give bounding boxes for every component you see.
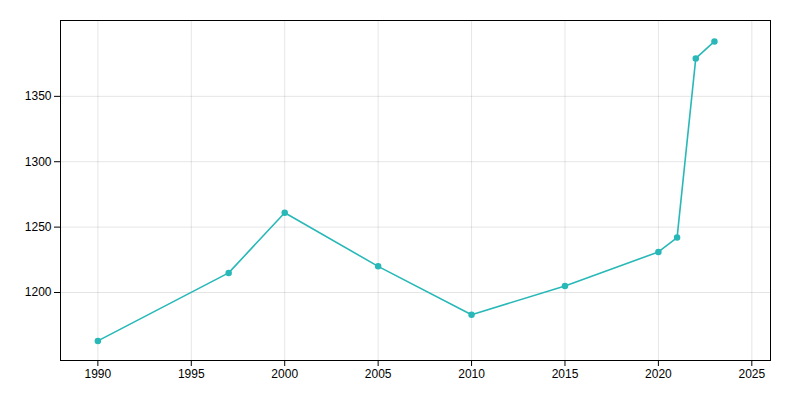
svg-text:2025: 2025 — [738, 367, 765, 381]
svg-text:2010: 2010 — [458, 367, 485, 381]
svg-text:1995: 1995 — [178, 367, 205, 381]
svg-text:2000: 2000 — [271, 367, 298, 381]
svg-text:1250: 1250 — [25, 220, 52, 234]
svg-text:2015: 2015 — [552, 367, 579, 381]
svg-text:2020: 2020 — [645, 367, 672, 381]
svg-text:1300: 1300 — [25, 155, 52, 169]
svg-text:1350: 1350 — [25, 89, 52, 103]
svg-text:1200: 1200 — [25, 285, 52, 299]
svg-text:1990: 1990 — [85, 367, 112, 381]
svg-text:2005: 2005 — [365, 367, 392, 381]
